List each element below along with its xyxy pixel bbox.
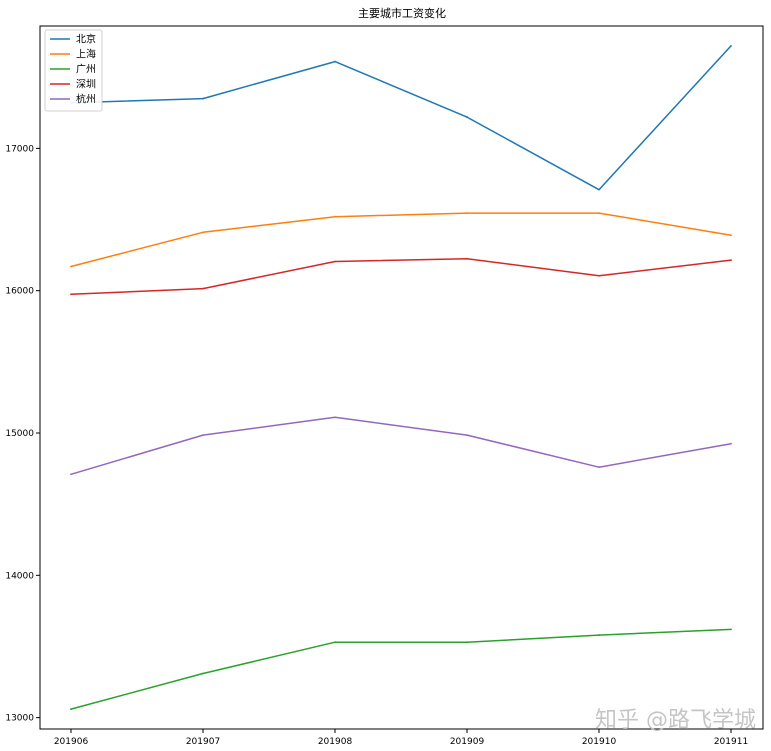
- data-point: [466, 434, 468, 437]
- data-point: [202, 97, 204, 100]
- data-point: [70, 473, 72, 476]
- data-point: [598, 188, 600, 191]
- legend-box: [44, 29, 103, 112]
- legend-label: 深圳: [76, 79, 96, 91]
- data-point: [70, 265, 72, 268]
- x-tick-label: 201907: [186, 737, 220, 747]
- series-line: [70, 45, 732, 191]
- data-point: [466, 212, 468, 215]
- data-point: [70, 708, 72, 710]
- axis-layer: 201906 201907 201908 201909 201910 201911 1300…: [5, 144, 748, 747]
- data-point: [466, 257, 468, 260]
- y-tick-label: 17000: [5, 144, 34, 154]
- data-point: [334, 260, 336, 263]
- data-point: [730, 628, 732, 631]
- legend-item: 上海: [50, 48, 96, 61]
- data-point: [598, 274, 600, 277]
- data-point: [202, 287, 204, 290]
- series-line: [70, 416, 732, 476]
- data-point: [70, 293, 72, 296]
- y-tick-label: 15000: [5, 429, 34, 439]
- x-tick-label: 201908: [318, 737, 353, 747]
- series-group: [70, 257, 732, 296]
- data-point: [730, 259, 732, 261]
- legend-item: 深圳: [50, 79, 96, 91]
- legend-item: 杭州: [50, 93, 96, 106]
- x-tick-label: 201906: [54, 737, 89, 747]
- series-line: [70, 212, 732, 268]
- data-point: [730, 234, 732, 237]
- legend-label: 北京: [76, 33, 96, 46]
- y-tick-label: 16000: [5, 287, 34, 297]
- data-point: [334, 60, 336, 63]
- series-group: [70, 628, 732, 710]
- data-point: [466, 116, 468, 118]
- series-line: [70, 628, 732, 710]
- y-tick-label: 13000: [5, 714, 34, 724]
- x-tick-label: 201910: [582, 737, 617, 747]
- legend-item: 北京: [50, 33, 96, 46]
- data-point: [598, 212, 600, 215]
- data-point: [202, 672, 204, 675]
- data-point: [202, 231, 204, 234]
- data-point: [730, 442, 732, 445]
- legend-label: 杭州: [76, 93, 96, 106]
- data-point: [334, 416, 336, 419]
- series-group: [70, 416, 732, 476]
- x-tick-label: 201909: [450, 737, 485, 747]
- data-point: [598, 466, 600, 469]
- legend-item: 广州: [50, 64, 96, 76]
- legend-label: 广州: [76, 64, 96, 76]
- watermark: 知乎 @路飞学城: [595, 708, 756, 733]
- series-group: [70, 212, 732, 268]
- data-point: [334, 641, 336, 644]
- series-line: [70, 257, 732, 296]
- series-group: [70, 45, 732, 191]
- chart-title: 主要城市工资变化: [358, 6, 446, 20]
- plot-frame: [39, 25, 764, 730]
- x-tick-label: 201911: [714, 737, 748, 747]
- data-point: [202, 434, 204, 437]
- data-point: [334, 215, 336, 218]
- legend-label: 上海: [76, 48, 96, 61]
- series-layer: [70, 45, 732, 710]
- y-tick-label: 14000: [5, 571, 34, 581]
- data-point: [598, 634, 600, 636]
- data-point: [466, 641, 468, 644]
- data-point: [730, 45, 732, 47]
